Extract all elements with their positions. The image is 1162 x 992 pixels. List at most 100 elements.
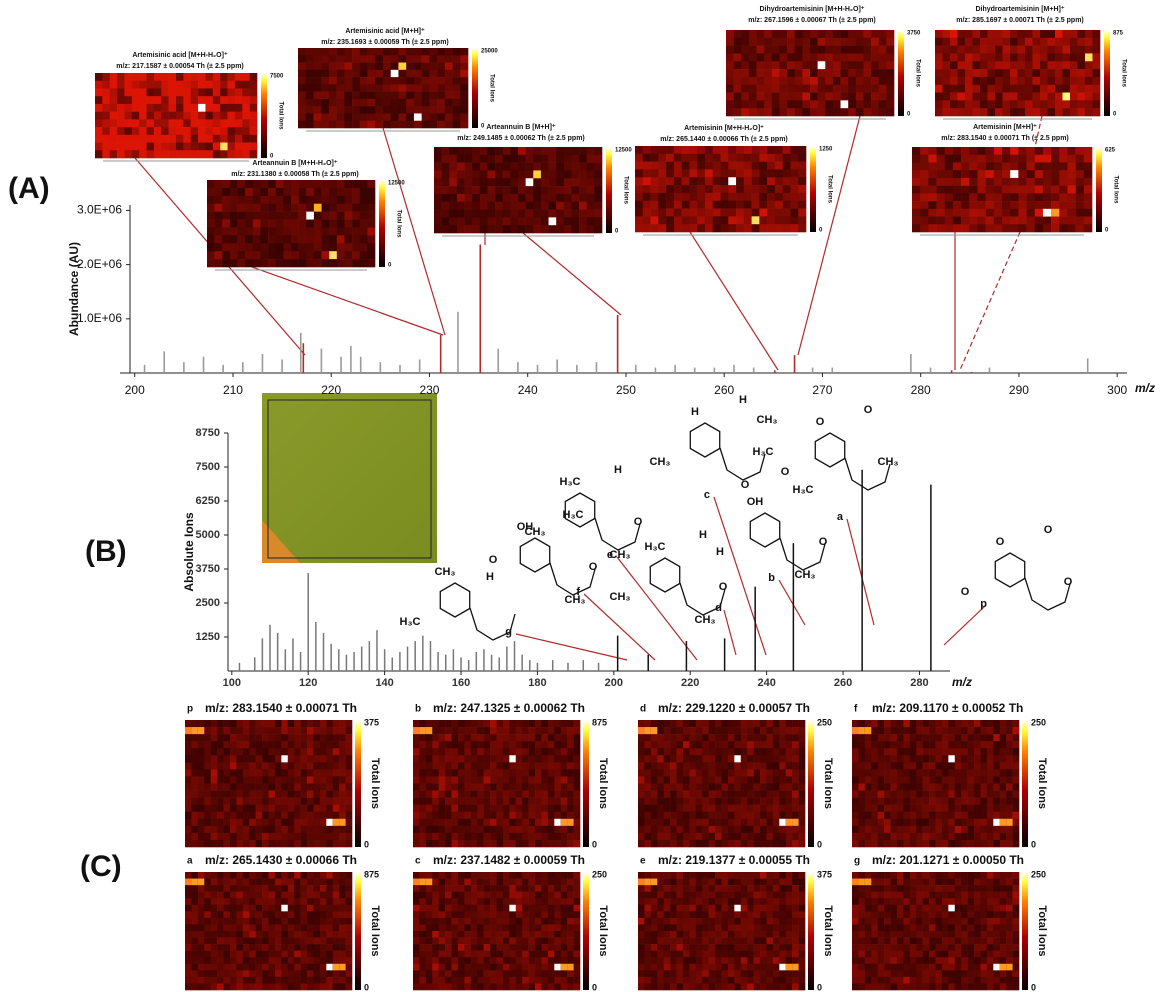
heatmap-cell [503, 217, 511, 225]
heatmap-cell [1013, 720, 1020, 727]
heatmap-cell [526, 217, 534, 225]
heatmap-cell [541, 918, 548, 925]
heatmap-cell [307, 755, 314, 762]
heatmap-cell [561, 938, 568, 945]
heatmap-cell [638, 741, 645, 748]
heatmap-cell [313, 924, 320, 931]
heatmap-cell [490, 879, 497, 886]
heatmap-cell [1025, 30, 1033, 38]
heatmap-cell [222, 251, 230, 259]
heatmap-cell [333, 892, 340, 899]
heatmap-cell [644, 776, 651, 783]
heatmap-cell [288, 812, 295, 819]
heatmap-cell [535, 762, 542, 769]
heatmap-cell [322, 196, 330, 204]
heatmap-cell [275, 885, 282, 892]
heatmap-cell [110, 143, 118, 151]
heatmap-cell [1003, 38, 1011, 46]
heatmap-cell [204, 741, 211, 748]
heatmap-cell [477, 826, 484, 833]
heatmap-cell [548, 734, 555, 741]
heatmap-cell [697, 209, 705, 217]
heatmap-cell [541, 727, 548, 734]
heatmap-cell [426, 833, 433, 840]
heatmap-cell [269, 720, 276, 727]
heatmap-cell [713, 209, 721, 217]
colorbar-tick-label: 0 [388, 263, 392, 269]
heatmap-cell [464, 791, 471, 798]
heatmap-cell [452, 755, 459, 762]
heatmap-cell [635, 146, 643, 154]
atom-label: O [864, 404, 873, 416]
heatmap-cell [301, 812, 308, 819]
heatmap-cell [1010, 69, 1018, 77]
heatmap-cell [484, 951, 491, 958]
heatmap-cell [728, 193, 736, 201]
heatmap-cell [262, 769, 269, 776]
heatmap-cell [464, 951, 471, 958]
heatmap-cell [419, 776, 426, 783]
heatmap-cell [503, 194, 511, 202]
heatmap-cell [497, 720, 504, 727]
heatmap-cell [228, 143, 236, 151]
heatmap-hotspot [526, 178, 534, 186]
heatmap-cell [230, 762, 237, 769]
heatmap-cell [571, 202, 579, 210]
heatmap-cell [574, 741, 581, 748]
heatmap-cell [935, 30, 943, 38]
heatmap-cell [818, 46, 826, 54]
heatmap-cell [198, 944, 205, 951]
heatmap-cell [677, 741, 684, 748]
heatmap-cell [490, 905, 497, 912]
heatmap-cell [269, 957, 276, 964]
heatmap-cell [422, 92, 430, 100]
heatmap-cell [987, 826, 994, 833]
heatmap-hotspot [1063, 93, 1071, 101]
heatmap-cell [426, 944, 433, 951]
heatmap-cell [516, 911, 523, 918]
heatmap-cell [658, 224, 666, 232]
heatmap-cell [419, 819, 426, 826]
heatmap-cell [294, 924, 301, 931]
heatmap-cell [798, 169, 806, 177]
heatmap-cell [368, 121, 376, 129]
heatmap-cell [766, 826, 773, 833]
heatmap-cell [185, 977, 192, 984]
heatmap-cell [942, 833, 949, 840]
heatmap-cell [262, 791, 269, 798]
heatmap-cell [139, 135, 147, 143]
heatmap-cell [775, 193, 783, 201]
heatmap-cell [773, 727, 780, 734]
heatmap-cell [509, 734, 516, 741]
heatmap-cell [230, 819, 237, 826]
heatmap-cell [422, 70, 430, 78]
heatmap-cell [495, 202, 503, 210]
heatmap-cell [510, 163, 518, 171]
heatmap-cell [744, 162, 752, 170]
heatmap-cell [953, 201, 961, 209]
heatmap-cell [929, 826, 936, 833]
heatmap-hotspot [638, 727, 644, 734]
heatmap-cell [790, 169, 798, 177]
heatmap-cell [948, 727, 955, 734]
heatmap-cell [736, 209, 744, 217]
heatmap-cell [993, 776, 1000, 783]
heatmap-cell [275, 879, 282, 886]
heatmap-cell [228, 81, 236, 89]
heatmap-cell [878, 840, 885, 847]
heatmap-cell [980, 812, 987, 819]
heatmap-cell [211, 776, 218, 783]
heatmap-cell [948, 762, 955, 769]
heatmap-cell [452, 776, 459, 783]
heatmap-cell [689, 734, 696, 741]
heatmap-cell [429, 55, 437, 63]
heatmap-cell [736, 154, 744, 162]
heatmap-cell [243, 769, 250, 776]
heatmap-cell [929, 840, 936, 847]
heatmap-cell [484, 905, 491, 912]
heatmap-cell [147, 143, 155, 151]
heatmap-cell [437, 48, 445, 56]
heatmap-cell [1059, 217, 1067, 225]
heatmap-cell [198, 119, 206, 127]
heatmap-cell [518, 170, 526, 178]
